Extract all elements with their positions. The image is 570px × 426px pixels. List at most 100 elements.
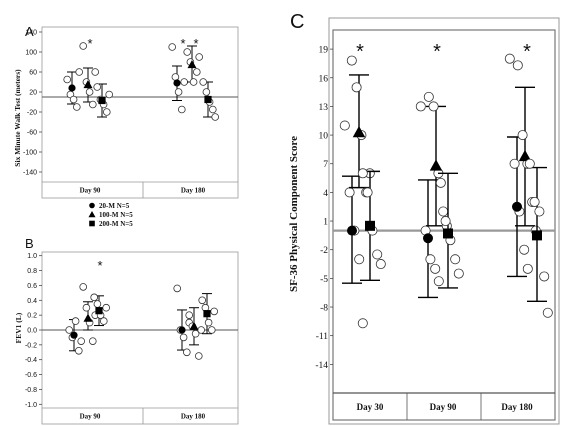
significance-star: *	[523, 41, 531, 63]
individual-point	[375, 259, 386, 270]
y-tick-label: 10	[319, 132, 329, 142]
y-tick-label: -0.8	[25, 387, 37, 394]
panel-a: 140 100 60 20 -20 -60 -100 -140 Day 90 Day 180 * * *…	[13, 24, 239, 199]
individual-point	[504, 53, 515, 64]
individual-point	[82, 303, 91, 312]
mean-marker	[203, 310, 211, 318]
individual-point	[354, 254, 365, 265]
individual-point	[89, 100, 97, 109]
mean-marker	[83, 80, 93, 89]
individual-point	[179, 333, 188, 342]
category-label: Day 90	[80, 413, 101, 421]
individual-point	[542, 307, 553, 318]
y-tick-label: 0.8	[27, 268, 37, 275]
panel-letter: A	[25, 24, 34, 39]
plot-frame	[41, 26, 239, 199]
individual-point	[197, 326, 206, 334]
mean-marker	[95, 307, 103, 315]
individual-point	[357, 168, 368, 179]
individual-point	[65, 326, 73, 334]
individual-point	[522, 263, 533, 274]
individual-point	[75, 346, 83, 355]
individual-point	[453, 268, 464, 279]
category-label: Day 30	[357, 402, 384, 412]
y-tick-label: -60	[27, 130, 37, 137]
y-tick-label: 13	[319, 103, 329, 113]
y-tick-label: -0.6	[25, 372, 37, 379]
individual-point	[90, 293, 98, 302]
individual-point	[69, 95, 78, 104]
individual-point	[85, 88, 94, 96]
individual-point	[93, 300, 102, 308]
mean-marker	[204, 95, 212, 104]
y-tick-label: -5	[320, 275, 328, 285]
mean-marker	[518, 149, 532, 162]
individual-point	[339, 120, 350, 131]
y-tick-label: -8	[320, 304, 328, 314]
individual-point	[438, 206, 449, 217]
y-axis-label: FEV1 (L)	[14, 312, 23, 343]
y-tick-label: -140	[23, 170, 37, 177]
individual-point	[75, 68, 83, 76]
category-label: Day 180	[181, 413, 206, 421]
mean-marker	[83, 313, 93, 322]
individual-point	[77, 337, 85, 345]
individual-point	[362, 187, 373, 198]
legend-label: 20-M N=5	[99, 202, 130, 210]
mean-marker	[423, 233, 433, 244]
significance-star: *	[87, 36, 92, 51]
y-tick-label: -0.4	[25, 357, 37, 364]
legend-marker	[89, 202, 95, 209]
y-tick-label: 1.0	[27, 253, 37, 260]
y-tick-label: -20	[27, 110, 37, 117]
individual-point	[529, 196, 540, 207]
individual-point	[183, 348, 191, 357]
mean-marker	[98, 96, 106, 105]
individual-point	[440, 216, 451, 227]
individual-point	[171, 73, 180, 81]
individual-point	[202, 88, 211, 96]
legend-marker	[89, 220, 95, 227]
mean-marker	[189, 321, 199, 330]
individual-point	[433, 276, 444, 287]
individual-point	[344, 187, 355, 198]
y-tick-label: 0.2	[27, 313, 37, 320]
y-tick-label: 140	[25, 30, 37, 37]
individual-point	[351, 82, 362, 93]
panel-c: 19 16 13 10 7 4 1 -2 -5 -8 -11 -14 Day 30 Day 90 Day 1…	[288, 11, 560, 425]
y-tick-label: 0.0	[27, 328, 37, 335]
individual-point	[168, 43, 177, 51]
y-tick-label: 16	[319, 74, 329, 84]
y-tick-label: 60	[29, 70, 37, 77]
individual-point	[71, 317, 80, 325]
individual-point	[173, 284, 182, 293]
y-tick-label: 100	[25, 50, 37, 57]
y-tick-label: 7	[323, 160, 328, 170]
individual-point	[428, 101, 439, 112]
individual-point	[534, 206, 545, 217]
significance-star: *	[433, 41, 441, 63]
individual-point	[539, 271, 550, 282]
individual-point	[79, 42, 87, 50]
category-label: Day 90	[80, 187, 101, 195]
mean-marker	[173, 79, 181, 87]
mean-marker	[443, 228, 453, 239]
individual-point	[198, 296, 207, 305]
individual-point	[450, 254, 461, 265]
individual-point	[425, 254, 436, 265]
mean-marker	[68, 84, 76, 92]
individual-point	[372, 249, 383, 260]
significance-star: *	[180, 36, 185, 51]
significance-star: *	[97, 258, 102, 273]
individual-point	[91, 68, 99, 76]
individual-point	[346, 55, 357, 66]
individual-point	[174, 88, 183, 96]
y-axis-label: SF-36 Physical Component Score	[288, 136, 300, 292]
individual-point	[209, 105, 217, 114]
individual-point	[204, 318, 213, 327]
individual-point	[102, 303, 110, 312]
y-tick-label: 1	[323, 218, 328, 228]
individual-point	[512, 60, 523, 71]
significance-star: *	[193, 36, 198, 51]
